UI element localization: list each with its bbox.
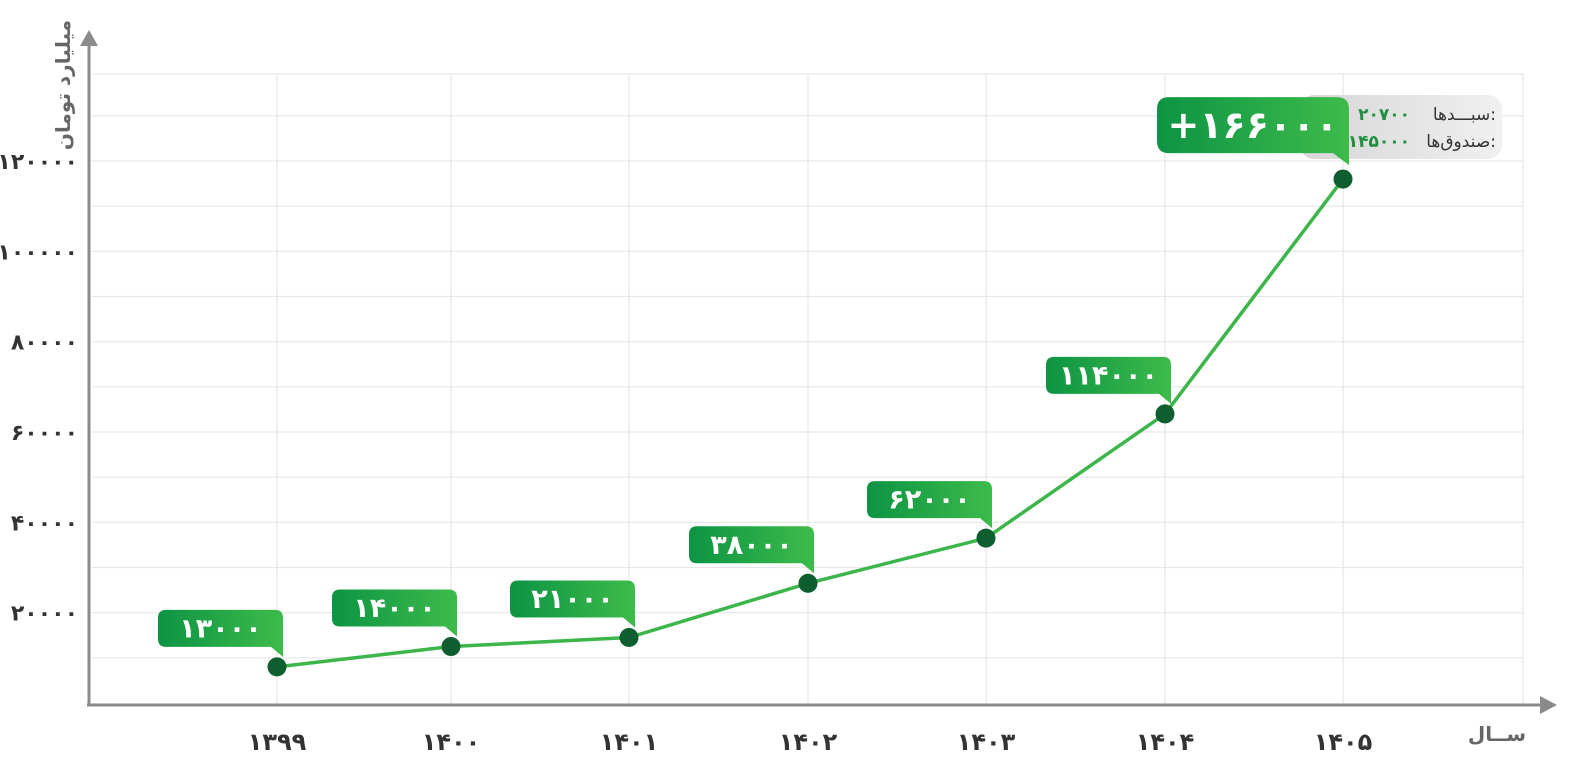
x-tick-label: ۱۴۰۵ — [1314, 728, 1373, 756]
value-bubble — [332, 589, 457, 637]
data-point — [619, 628, 639, 648]
breakdown-label: صندوق‌ها: — [1426, 132, 1496, 152]
x-tick-label: ۱۴۰۱ — [600, 728, 659, 756]
x-tick-label: ۱۳۹۹ — [248, 728, 307, 756]
breakdown-label: سبـــدها: — [1433, 105, 1496, 125]
y-tick-label: ۱۲۰۰۰۰ — [0, 150, 78, 175]
value-bubble — [867, 481, 992, 529]
data-point — [798, 573, 818, 593]
value-label: ۳۸۰۰۰ — [710, 530, 792, 561]
value-label: ۶۲۰۰۰ — [888, 485, 970, 516]
y-tick-label: ۸۰۰۰۰ — [11, 331, 78, 356]
y-tick-label: ۶۰۰۰۰ — [11, 421, 78, 446]
data-point — [1155, 404, 1175, 424]
value-label: ۲۱۰۰۰ — [531, 584, 613, 615]
total-value-label: +۱۶۶۰۰۰ — [1168, 103, 1339, 147]
axes — [80, 30, 1557, 714]
value-bubble — [510, 580, 635, 628]
value-bubble — [158, 609, 283, 657]
value-label: ۱۴۰۰۰ — [353, 593, 435, 624]
value-label: ۱۱۴۰۰۰ — [1059, 360, 1158, 391]
data-points — [267, 169, 1353, 677]
data-point — [441, 637, 461, 657]
value-labels: ۱۳۰۰۰ ۱۴۰۰۰ ۲۱۰۰۰ ۳۸۰۰۰ ۶۲۰۰۰ ۱۱۴۰۰۰ +۱۶۶۰۰۰ — [158, 97, 1349, 657]
x-axis-arrow-icon — [1540, 696, 1557, 714]
x-tick-label: ۱۴۰۲ — [779, 728, 838, 756]
y-tick-label: ۱۰۰۰۰۰ — [0, 240, 78, 265]
breakdown-box-bg — [1300, 95, 1502, 159]
y-axis-arrow-icon — [80, 30, 98, 46]
y-tick-labels: ۲۰۰۰۰ ۴۰۰۰۰ ۶۰۰۰۰ ۸۰۰۰۰ ۱۰۰۰۰۰ ۱۲۰۰۰۰ — [0, 150, 78, 627]
breakdown-value: ۲۰۷۰۰ — [1358, 105, 1410, 125]
breakdown-box: سبـــدها: ۲۰۷۰۰ صندوق‌ها: ۱۴۵۰۰۰ — [1300, 95, 1502, 159]
breakdown-value: ۱۴۵۰۰۰ — [1348, 132, 1410, 152]
data-point — [267, 657, 287, 677]
y-tick-label: ۴۰۰۰۰ — [11, 511, 78, 536]
value-bubble — [689, 526, 814, 574]
value-label: ۱۳۰۰۰ — [179, 613, 261, 644]
x-tick-label: ۱۴۰۳ — [957, 728, 1016, 756]
grid — [92, 73, 1524, 703]
x-tick-labels: ۱۳۹۹ ۱۴۰۰ ۱۴۰۱ ۱۴۰۲ ۱۴۰۳ ۱۴۰۴ ۱۴۰۵ — [248, 728, 1373, 756]
x-tick-label: ۱۴۰۰ — [422, 728, 481, 756]
data-point — [1333, 169, 1353, 189]
total-value-bubble — [1157, 97, 1349, 166]
y-tick-label: ۲۰۰۰۰ — [11, 602, 78, 627]
value-bubble — [1046, 356, 1171, 404]
data-point — [976, 528, 996, 548]
x-tick-label: ۱۴۰۴ — [1136, 728, 1195, 756]
x-axis-title: ســال — [1468, 722, 1526, 746]
y-axis-title: میلیارد تومان — [51, 20, 75, 150]
